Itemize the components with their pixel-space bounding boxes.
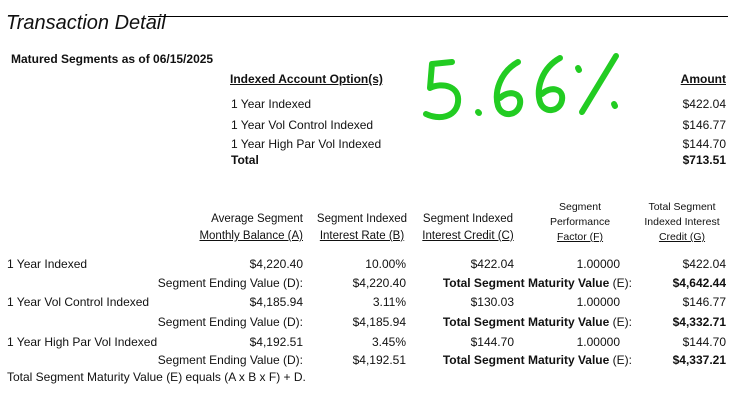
maturity-label-suffix: (E):	[612, 353, 632, 367]
segment-name: 1 Year Indexed	[7, 257, 88, 271]
segment-avg-balance: $4,185.94	[249, 295, 303, 309]
segment-interest-rate: 10.00%	[365, 257, 406, 271]
summary-option-header: Indexed Account Option(s)	[230, 72, 383, 86]
col-header-avg-balance: Average Segment Monthly Balance (A)	[195, 211, 303, 245]
summary-row-label: 1 Year Indexed	[231, 97, 312, 111]
summary-row-label: 1 Year High Par Vol Indexed	[231, 137, 382, 151]
segment-ending-value: $4,185.94	[352, 315, 406, 329]
summary-row-amount: $144.70	[682, 137, 726, 151]
segment-maturity-label: Total Segment Maturity Value (E):	[443, 315, 632, 329]
segment-total-credit: $144.70	[682, 335, 726, 349]
section-subtitle: Matured Segments as of 06/15/2025	[11, 52, 214, 66]
segment-ending-label: Segment Ending Value (D):	[157, 353, 303, 367]
segment-total-credit: $422.04	[682, 257, 726, 271]
summary-total-amount: $713.51	[682, 153, 726, 167]
maturity-label-text: Total Segment Maturity Value	[442, 353, 610, 367]
footnote: Total Segment Maturity Value (E) equals …	[7, 370, 306, 384]
summary-row-amount: $146.77	[682, 118, 726, 132]
col-header-line: Interest Credit (C)	[422, 230, 514, 242]
col-header-line: Credit (G)	[658, 231, 706, 243]
col-header-line: Indexed Interest	[644, 216, 720, 228]
col-header-line: Average Segment	[211, 213, 303, 225]
segment-interest-credit: $144.70	[470, 335, 514, 349]
segment-interest-credit: $422.04	[470, 257, 514, 271]
summary-row-label: 1 Year Vol Control Indexed	[231, 118, 374, 132]
segment-name: 1 Year Vol Control Indexed	[7, 295, 150, 309]
title-divider	[148, 16, 728, 17]
col-header-line: Factor (F)	[556, 231, 604, 243]
segment-performance-factor: 1.00000	[576, 257, 620, 271]
maturity-label-suffix: (E):	[612, 315, 632, 329]
segment-interest-credit: $130.03	[470, 295, 514, 309]
maturity-label-text: Total Segment Maturity Value	[442, 315, 610, 329]
segment-ending-value: $4,192.51	[352, 353, 406, 367]
segment-ending-label: Segment Ending Value (D):	[157, 276, 303, 290]
segment-performance-factor: 1.00000	[576, 295, 620, 309]
maturity-label-suffix: (E):	[612, 276, 632, 290]
col-header-line: Total Segment	[648, 201, 716, 213]
segment-maturity-label: Total Segment Maturity Value (E):	[443, 276, 632, 290]
col-header-total-credit: Total Segment Indexed Interest Credit (G…	[634, 200, 730, 245]
col-header-line: Segment Indexed	[422, 213, 514, 225]
summary-row-amount: $422.04	[682, 97, 726, 111]
segment-interest-rate: 3.11%	[372, 295, 406, 309]
segment-ending-label: Segment Ending Value (D):	[157, 315, 303, 329]
segment-avg-balance: $4,192.51	[249, 335, 303, 349]
col-header-interest-credit: Segment Indexed Interest Credit (C)	[418, 211, 518, 245]
segment-avg-balance: $4,220.40	[249, 257, 303, 271]
col-header-interest-rate: Segment Indexed Interest Rate (B)	[313, 211, 411, 245]
summary-amount-header: Amount	[680, 72, 726, 86]
col-header-line: Segment Indexed	[316, 213, 408, 225]
page-title: Transaction Detail	[6, 12, 166, 34]
segment-name: 1 Year High Par Vol Indexed	[7, 335, 158, 349]
col-header-line: Segment	[558, 201, 602, 213]
segment-performance-factor: 1.00000	[576, 335, 620, 349]
segment-ending-value: $4,220.40	[352, 276, 406, 290]
maturity-label-text: Total Segment Maturity Value	[442, 276, 610, 290]
segment-interest-rate: 3.45%	[371, 335, 406, 349]
col-header-line: Interest Rate (B)	[319, 230, 405, 242]
segment-maturity-value: $4,332.71	[672, 315, 726, 329]
segment-total-credit: $146.77	[682, 295, 726, 309]
segment-maturity-value: $4,337.21	[672, 353, 726, 367]
segment-maturity-value: $4,642.44	[672, 276, 726, 290]
summary-total-label: Total	[231, 153, 259, 167]
col-header-line: Performance	[549, 216, 611, 228]
col-header-line: Monthly Balance (A)	[199, 230, 303, 242]
handwritten-annotation	[423, 53, 619, 121]
segment-maturity-label: Total Segment Maturity Value (E):	[443, 353, 632, 367]
col-header-performance: Segment Performance Factor (F)	[535, 200, 625, 245]
